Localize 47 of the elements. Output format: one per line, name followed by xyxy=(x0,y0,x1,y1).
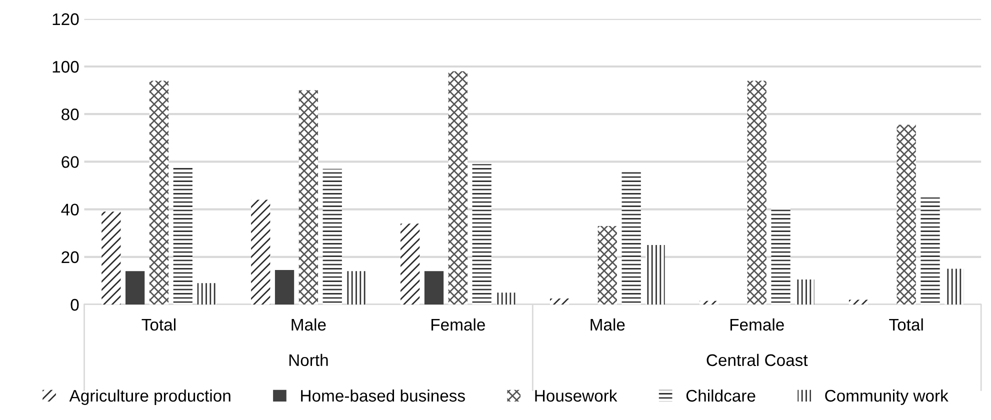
bar xyxy=(322,168,342,304)
legend-label: Childcare xyxy=(686,389,756,402)
text: North xyxy=(289,354,328,366)
y-tick-label: 80 xyxy=(62,108,79,120)
bar xyxy=(747,80,766,304)
x-tick-label: Total xyxy=(889,318,923,331)
bar xyxy=(472,164,492,304)
y-tick-label: 100 xyxy=(52,60,79,73)
legend-label: Agriculture production xyxy=(69,389,230,405)
legend-label: Home-based business xyxy=(301,389,465,402)
x-tick-label: Total xyxy=(142,318,176,331)
legend-label: Housework xyxy=(535,389,618,402)
y-tick-label: 40 xyxy=(61,204,79,216)
bar xyxy=(102,212,121,304)
legend-label: Community work xyxy=(825,389,948,405)
bar xyxy=(550,298,570,304)
x-tick-label: Male xyxy=(292,318,326,331)
bar xyxy=(771,208,790,304)
y-tick-label: 0 xyxy=(70,298,79,311)
y-tick-label: 60 xyxy=(62,156,79,168)
bar xyxy=(622,170,641,304)
y-tick-label: 20 xyxy=(62,251,79,264)
bar xyxy=(795,280,814,304)
bar xyxy=(646,245,665,304)
x-tick-label: Female xyxy=(432,318,485,331)
bar xyxy=(346,271,366,304)
bar xyxy=(896,124,916,304)
bar xyxy=(274,270,294,304)
bar xyxy=(125,271,145,304)
bar xyxy=(448,71,468,304)
bar xyxy=(598,226,617,304)
bar xyxy=(400,224,420,304)
bar xyxy=(848,300,868,304)
bar xyxy=(944,268,964,304)
bar xyxy=(496,292,516,304)
bar xyxy=(251,200,270,304)
x-tick-label: Female xyxy=(730,318,784,331)
bar xyxy=(149,80,169,304)
x-tick-label: Male xyxy=(590,318,625,331)
bar xyxy=(173,166,192,304)
bar xyxy=(298,90,318,304)
text: Central Coast xyxy=(706,354,808,366)
bar xyxy=(920,197,940,304)
bar xyxy=(424,271,444,304)
y-tick-label: 120 xyxy=(52,13,79,26)
bar xyxy=(699,300,719,304)
bar xyxy=(197,283,216,304)
